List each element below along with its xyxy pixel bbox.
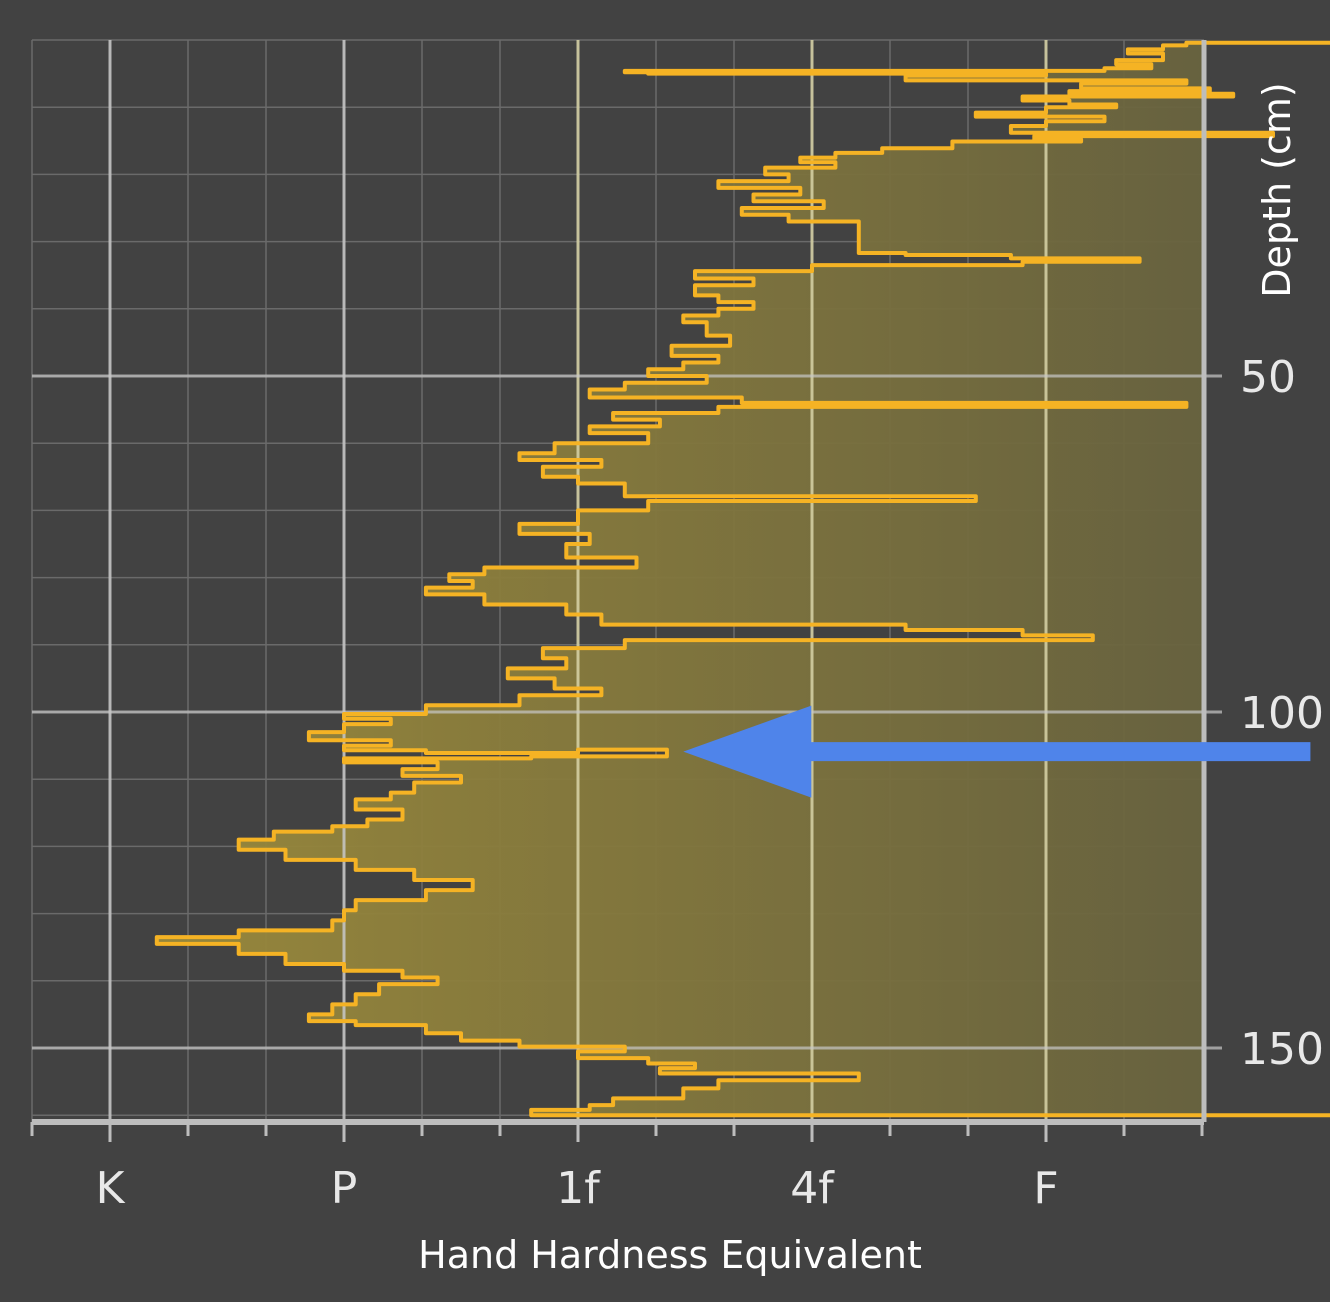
hardness-profile-line: [154, 40, 1330, 1118]
profile-line-group: [154, 40, 1330, 1118]
x-tick-label: F: [1033, 1163, 1058, 1214]
y-tick-label: 100: [1240, 688, 1324, 739]
annotation-arrow-head: [683, 705, 812, 798]
axes: [30, 40, 1207, 1142]
annotation-layer: [683, 705, 1311, 798]
y-tick-labels: 50 100 150: [1240, 352, 1324, 1075]
x-tick-label: K: [96, 1163, 126, 1214]
x-tick-label: P: [331, 1163, 358, 1214]
y-tick-label: 50: [1240, 352, 1296, 403]
y-axis-title: Depth (cm): [1255, 82, 1299, 297]
x-tick-labels: K P 1f 4f F: [96, 1163, 1059, 1214]
x-axis-title: Hand Hardness Equivalent: [418, 1233, 922, 1277]
y-tick-label: 150: [1240, 1024, 1324, 1075]
x-tick-label: 4f: [790, 1163, 835, 1214]
profile-fill: [156, 40, 1204, 1116]
x-tick-label: 1f: [556, 1163, 601, 1214]
major-grid: [32, 40, 1222, 1122]
profile-area: [156, 40, 1204, 1116]
